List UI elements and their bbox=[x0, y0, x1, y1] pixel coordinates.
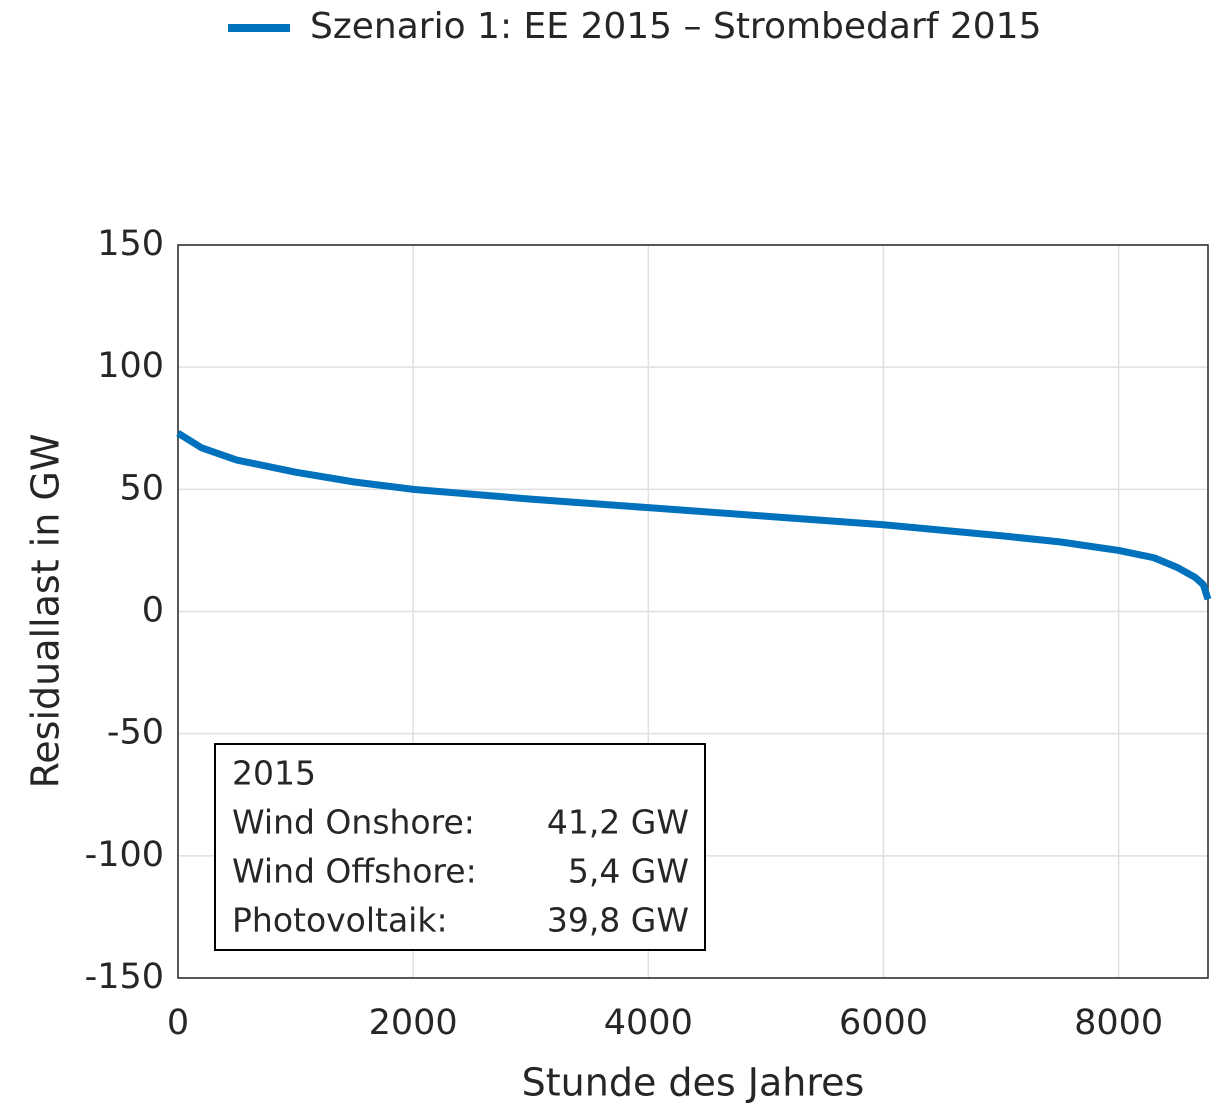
legend-label: Szenario 1: EE 2015 – Strombedarf 2015 bbox=[310, 6, 1041, 47]
y-tick-label: 150 bbox=[97, 224, 164, 264]
y-tick-label: -100 bbox=[85, 835, 164, 875]
annotation-value: 5,4 GW bbox=[568, 852, 689, 891]
annotation-label: Wind Offshore: bbox=[232, 852, 477, 891]
data-line bbox=[176, 430, 1212, 601]
annotation-label: Wind Onshore: bbox=[232, 803, 475, 842]
y-axis-label: Residuallast in GW bbox=[24, 434, 68, 789]
x-tick-label: 4000 bbox=[604, 1003, 693, 1043]
x-axis-label: Stunde des Jahres bbox=[522, 1061, 865, 1105]
x-tick-label: 0 bbox=[167, 1003, 189, 1043]
annotation-value: 39,8 GW bbox=[547, 901, 689, 940]
y-tick-label: -150 bbox=[85, 957, 164, 997]
x-tick-label: 2000 bbox=[369, 1003, 458, 1043]
axes-box bbox=[177, 244, 1209, 979]
y-tick-label: 50 bbox=[119, 468, 164, 508]
x-tick-label: 8000 bbox=[1074, 1003, 1163, 1043]
annotation-label: Photovoltaik: bbox=[232, 901, 448, 940]
annotation-value: 41,2 GW bbox=[547, 803, 689, 842]
annotation-box bbox=[214, 743, 706, 951]
x-tick-label: 6000 bbox=[839, 1003, 928, 1043]
y-tick-label: 100 bbox=[97, 346, 164, 386]
y-tick-label: 0 bbox=[142, 591, 164, 631]
annotation-title: 2015 bbox=[232, 754, 316, 793]
y-tick-label: -50 bbox=[107, 713, 164, 753]
